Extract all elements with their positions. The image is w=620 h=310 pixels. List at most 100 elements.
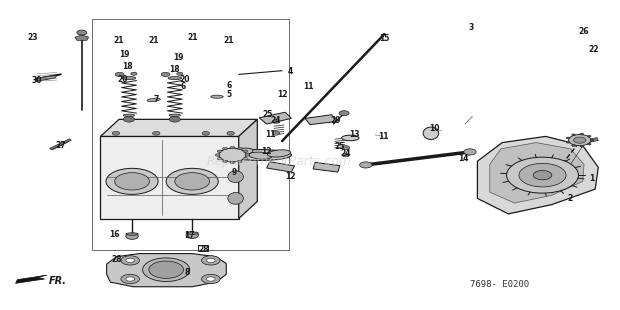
Ellipse shape <box>211 95 223 98</box>
Text: 22: 22 <box>589 45 599 54</box>
Circle shape <box>175 173 210 190</box>
Text: 6: 6 <box>180 82 185 91</box>
Ellipse shape <box>228 149 243 161</box>
Circle shape <box>533 170 552 180</box>
Polygon shape <box>267 162 294 172</box>
Circle shape <box>587 143 591 145</box>
Text: 14: 14 <box>459 153 469 163</box>
Ellipse shape <box>169 114 180 117</box>
Circle shape <box>126 233 138 239</box>
Text: 25: 25 <box>335 142 345 151</box>
Text: 23: 23 <box>27 33 37 42</box>
Text: 20: 20 <box>118 74 128 84</box>
Circle shape <box>566 137 570 139</box>
Circle shape <box>149 261 184 278</box>
Circle shape <box>121 274 140 284</box>
Circle shape <box>237 160 242 163</box>
Circle shape <box>342 153 350 157</box>
Circle shape <box>202 131 210 135</box>
Circle shape <box>223 147 228 150</box>
Polygon shape <box>100 136 239 219</box>
Text: 21: 21 <box>114 36 124 45</box>
Text: 28: 28 <box>111 255 122 264</box>
Polygon shape <box>75 35 89 40</box>
Circle shape <box>243 150 248 153</box>
Text: FR.: FR. <box>48 276 66 286</box>
Circle shape <box>360 162 372 168</box>
Circle shape <box>131 72 137 75</box>
Circle shape <box>342 146 350 149</box>
Text: 11: 11 <box>265 130 275 140</box>
Text: 12: 12 <box>277 90 287 99</box>
Polygon shape <box>100 119 257 136</box>
Text: 29: 29 <box>331 116 341 125</box>
Text: 15: 15 <box>379 34 389 43</box>
Circle shape <box>217 150 222 153</box>
Polygon shape <box>16 275 46 283</box>
Ellipse shape <box>229 149 291 161</box>
Circle shape <box>166 168 218 194</box>
Circle shape <box>206 258 215 263</box>
Circle shape <box>112 131 120 135</box>
Text: ReplacementParts.com: ReplacementParts.com <box>206 155 352 168</box>
Circle shape <box>115 72 124 77</box>
Circle shape <box>519 163 566 187</box>
Ellipse shape <box>231 148 253 156</box>
Ellipse shape <box>423 127 439 140</box>
Circle shape <box>223 160 228 163</box>
Text: 19: 19 <box>174 53 184 62</box>
Text: 16: 16 <box>110 229 120 239</box>
Circle shape <box>272 120 280 123</box>
Text: 21: 21 <box>187 33 197 42</box>
Circle shape <box>574 137 586 143</box>
Text: 7698- E0200: 7698- E0200 <box>470 280 529 289</box>
Text: 8: 8 <box>185 268 190 277</box>
Text: 6: 6 <box>227 81 232 90</box>
Text: 12: 12 <box>262 147 272 157</box>
Text: 2: 2 <box>568 194 573 203</box>
Circle shape <box>243 157 248 160</box>
Text: 19: 19 <box>119 50 129 59</box>
Circle shape <box>202 274 220 284</box>
Text: 20: 20 <box>180 75 190 85</box>
Polygon shape <box>259 112 291 124</box>
Circle shape <box>169 117 180 122</box>
Circle shape <box>126 258 135 263</box>
Ellipse shape <box>147 98 161 102</box>
Circle shape <box>123 117 135 122</box>
Circle shape <box>590 139 594 141</box>
Circle shape <box>580 133 583 135</box>
Text: 25: 25 <box>263 110 273 119</box>
Circle shape <box>202 256 220 265</box>
Text: 7: 7 <box>154 95 159 104</box>
Text: 21: 21 <box>223 36 233 45</box>
Polygon shape <box>582 138 598 144</box>
Circle shape <box>572 144 575 146</box>
Text: 24: 24 <box>341 149 351 158</box>
Polygon shape <box>107 254 226 287</box>
Polygon shape <box>50 139 71 150</box>
Circle shape <box>230 161 235 164</box>
Text: 12: 12 <box>285 172 295 181</box>
Text: 1: 1 <box>590 174 595 183</box>
Ellipse shape <box>228 193 243 204</box>
Circle shape <box>217 157 222 160</box>
Circle shape <box>230 146 235 149</box>
Circle shape <box>587 135 591 137</box>
Circle shape <box>161 72 170 77</box>
Circle shape <box>566 141 570 143</box>
Text: 21: 21 <box>149 36 159 45</box>
Text: 18: 18 <box>169 65 180 74</box>
Circle shape <box>121 256 140 265</box>
Ellipse shape <box>168 77 182 80</box>
Circle shape <box>206 277 215 281</box>
Text: 3: 3 <box>469 23 474 33</box>
Ellipse shape <box>186 232 198 234</box>
Ellipse shape <box>342 135 359 141</box>
Circle shape <box>580 145 583 147</box>
Ellipse shape <box>249 152 272 159</box>
Text: 13: 13 <box>350 130 360 140</box>
Text: 28: 28 <box>198 245 209 254</box>
Bar <box>198 245 208 251</box>
Polygon shape <box>305 115 336 125</box>
